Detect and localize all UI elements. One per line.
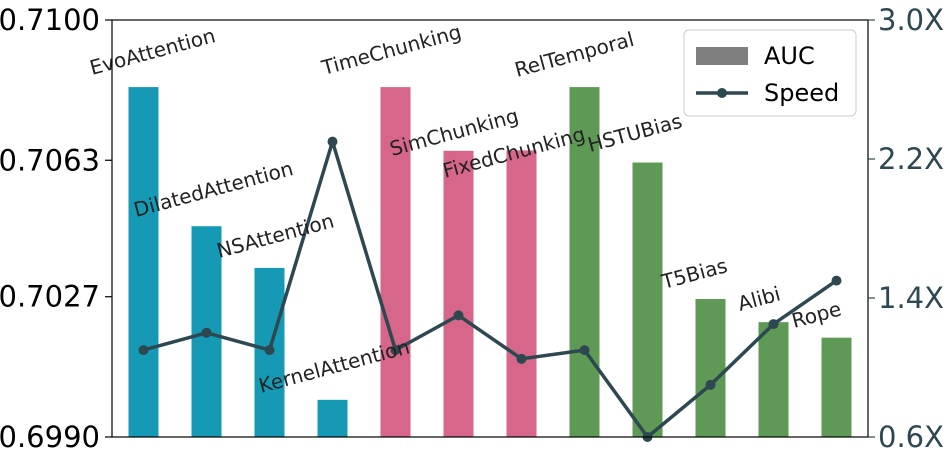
right-tick-label-3: 3.0X xyxy=(878,3,944,37)
auc-bar-8 xyxy=(632,162,663,437)
bar-label-10: Alibi xyxy=(735,282,783,316)
auc-bar-4 xyxy=(380,87,411,437)
speed-point-0 xyxy=(138,345,149,356)
bar-label-9: T5Bias xyxy=(658,253,730,294)
axes-layer: 0.6990 0.7027 0.7063 0.7100 0.6X 1.4X 2.2X 3.0X xyxy=(0,3,944,454)
speed-point-1 xyxy=(201,327,212,338)
auc-bar-0 xyxy=(128,87,159,437)
left-tick-label-3: 0.7100 xyxy=(0,3,100,37)
speed-point-5 xyxy=(453,310,464,321)
right-tick-label-2: 2.2X xyxy=(878,142,944,176)
legend-auc-label: AUC xyxy=(764,42,815,70)
bar-label-4: TimeChunking xyxy=(318,20,464,81)
bar-label-0: EvoAttention xyxy=(87,23,218,80)
legend-auc-swatch xyxy=(696,47,748,65)
speed-point-11 xyxy=(831,275,842,286)
bars-layer xyxy=(128,87,852,437)
auc-bar-10 xyxy=(758,322,789,437)
bar-label-2: NSAttention xyxy=(214,209,336,263)
auc-bar-7 xyxy=(569,87,600,437)
auc-bar-11 xyxy=(821,337,852,437)
right-tick-label-0: 0.6X xyxy=(878,420,944,454)
auc-bar-6 xyxy=(506,150,537,437)
speed-point-10 xyxy=(768,319,779,330)
speed-point-4 xyxy=(390,345,401,356)
auc-bar-9 xyxy=(695,299,726,437)
left-tick-label-1: 0.7027 xyxy=(0,280,100,314)
right-tick-label-1: 1.4X xyxy=(878,281,944,315)
plot-frame xyxy=(111,19,869,438)
speed-line xyxy=(143,139,838,439)
speed-point-2 xyxy=(264,345,275,356)
auc-bar-3 xyxy=(317,399,348,437)
legend-speed-marker xyxy=(717,88,727,98)
left-tick-label-0: 0.6990 xyxy=(0,420,100,454)
bar-label-7: RelTemporal xyxy=(512,27,636,82)
speed-point-3 xyxy=(327,136,338,147)
speed-point-9 xyxy=(705,379,716,390)
speed-point-6 xyxy=(516,353,527,364)
left-tick-label-2: 0.7063 xyxy=(0,143,100,177)
legend-speed-label: Speed xyxy=(764,79,839,107)
legend: AUC Speed xyxy=(683,29,857,117)
auc-bar-5 xyxy=(443,150,474,437)
speed-line-layer xyxy=(138,136,842,442)
bar-label-8: HSTUBias xyxy=(585,109,684,157)
speed-point-7 xyxy=(579,345,590,356)
bar-label-11: Rope xyxy=(789,297,844,333)
